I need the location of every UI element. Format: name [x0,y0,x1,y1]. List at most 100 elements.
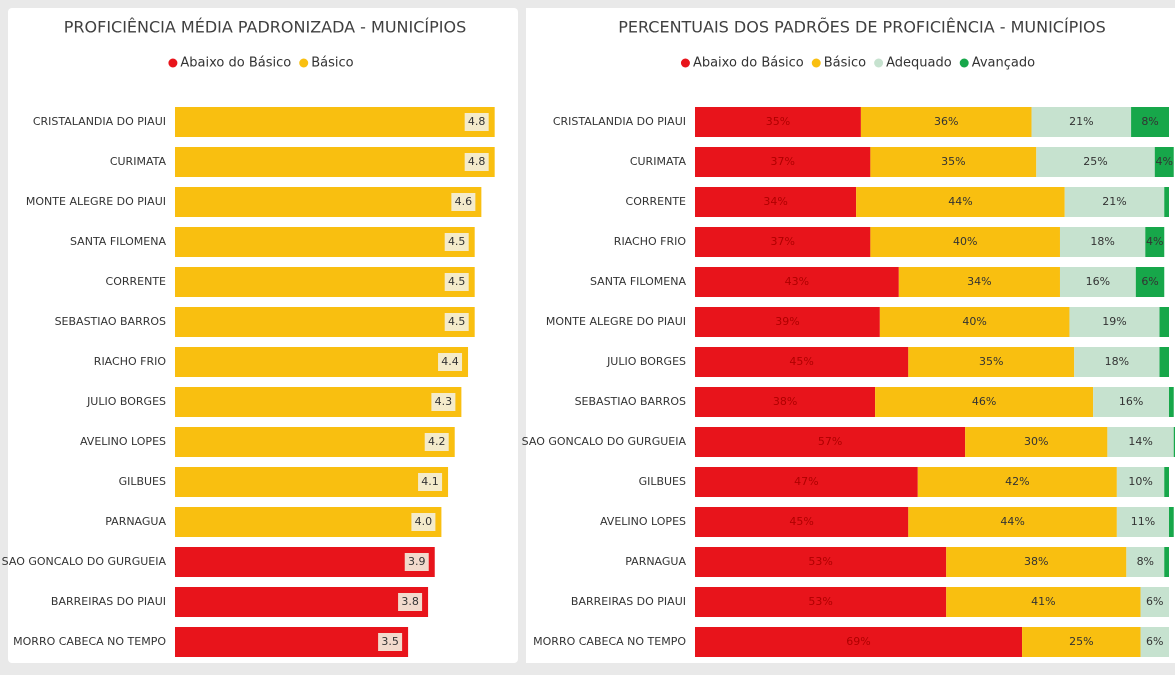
legend-marker [299,59,308,68]
legend-label: Abaixo do Básico [180,56,291,71]
bar [175,267,475,297]
category-label: JULIO BORGES [606,355,686,368]
value-label: 21% [1102,195,1126,208]
bar [175,387,461,417]
bar-segment [1164,547,1169,577]
legend-label: Básico [824,56,866,71]
value-label: 53% [808,595,832,608]
value-label: 8% [1137,555,1154,568]
value-label: 3.5 [381,635,399,648]
value-label: 4.0 [415,515,433,528]
legend-marker [960,59,969,68]
page: {"chart_data": [ {"type": "bar", "orient… [0,0,1175,671]
value-label: 38% [1024,555,1048,568]
legend-marker [168,59,177,68]
bar-segment [1160,307,1169,337]
value-label: 18% [1105,355,1129,368]
value-label: 4.6 [455,195,473,208]
category-label: SEBASTIAO BARROS [575,395,686,408]
value-label: 34% [967,275,991,288]
value-label: 41% [1031,595,1055,608]
category-label: CORRENTE [626,195,687,208]
value-label: 36% [934,115,958,128]
value-label: 6% [1141,275,1158,288]
bar-segment [1164,467,1169,497]
category-label: BARREIRAS DO PIAUI [51,595,166,608]
category-label: CURIMATA [110,155,167,168]
bar [175,147,495,177]
value-label: 4.5 [448,235,466,248]
bar [175,547,435,577]
value-label: 10% [1128,475,1152,488]
legend-marker [812,59,821,68]
category-label: CURIMATA [630,155,687,168]
value-label: 4% [1146,235,1163,248]
value-label: 4.5 [448,275,466,288]
bar [175,587,428,617]
category-label: MORRO CABECA NO TEMPO [533,635,686,648]
category-label: RIACHO FRIO [94,355,167,368]
category-label: CORRENTE [106,275,167,288]
value-label: 40% [962,315,986,328]
value-label: 14% [1128,435,1152,448]
value-label: 43% [785,275,809,288]
value-label: 4.1 [421,475,439,488]
bar-segment [1160,347,1169,377]
legend-label: Avançado [972,56,1035,71]
bar [175,347,468,377]
value-label: 16% [1086,275,1110,288]
category-label: GILBUES [119,475,166,488]
dashboard: PROFICIÊNCIA MÉDIA PADRONIZADA - MUNICÍP… [0,0,1175,671]
category-label: CRISTALANDIA DO PIAUI [553,115,686,128]
value-label: 3.9 [408,555,426,568]
category-label: RIACHO FRIO [614,235,687,248]
value-label: 25% [1083,155,1107,168]
category-label: SAO GONCALO DO GURGUEIA [522,435,687,448]
legend-label: Abaixo do Básico [693,56,804,71]
bar-segment [1169,507,1174,537]
category-label: SANTA FILOMENA [590,275,686,288]
value-label: 6% [1146,595,1163,608]
value-label: 53% [808,555,832,568]
legend-label: Básico [311,56,353,71]
category-label: MONTE ALEGRE DO PIAUI [546,315,686,328]
category-label: PARNAGUA [625,555,686,568]
bar [175,507,441,537]
value-label: 4.3 [435,395,453,408]
value-label: 4.8 [468,155,486,168]
bar [175,427,455,457]
category-label: PARNAGUA [105,515,166,528]
bar [175,107,495,137]
value-label: 6% [1146,635,1163,648]
bar-segment [1164,187,1169,217]
category-label: SEBASTIAO BARROS [55,315,166,328]
value-label: 35% [766,115,790,128]
value-label: 44% [948,195,972,208]
value-label: 38% [773,395,797,408]
value-label: 45% [789,355,813,368]
value-label: 69% [846,635,870,648]
value-label: 3.8 [401,595,419,608]
value-label: 34% [763,195,787,208]
category-label: SANTA FILOMENA [70,235,166,248]
category-label: AVELINO LOPES [80,435,166,448]
bar [175,227,475,257]
value-label: 39% [775,315,799,328]
value-label: 25% [1069,635,1093,648]
value-label: 35% [941,155,965,168]
value-label: 46% [972,395,996,408]
chart-title: PROFICIÊNCIA MÉDIA PADRONIZADA - MUNICÍP… [64,18,467,37]
category-label: MORRO CABECA NO TEMPO [13,635,166,648]
category-label: BARREIRAS DO PIAUI [571,595,686,608]
category-label: SAO GONCALO DO GURGUEIA [2,555,167,568]
value-label: 21% [1069,115,1093,128]
value-label: 19% [1102,315,1126,328]
value-label: 47% [794,475,818,488]
category-label: AVELINO LOPES [600,515,686,528]
value-label: 45% [789,515,813,528]
value-label: 16% [1119,395,1143,408]
legend-marker [681,59,690,68]
value-label: 4.4 [441,355,459,368]
value-label: 8% [1141,115,1158,128]
category-label: JULIO BORGES [86,395,166,408]
